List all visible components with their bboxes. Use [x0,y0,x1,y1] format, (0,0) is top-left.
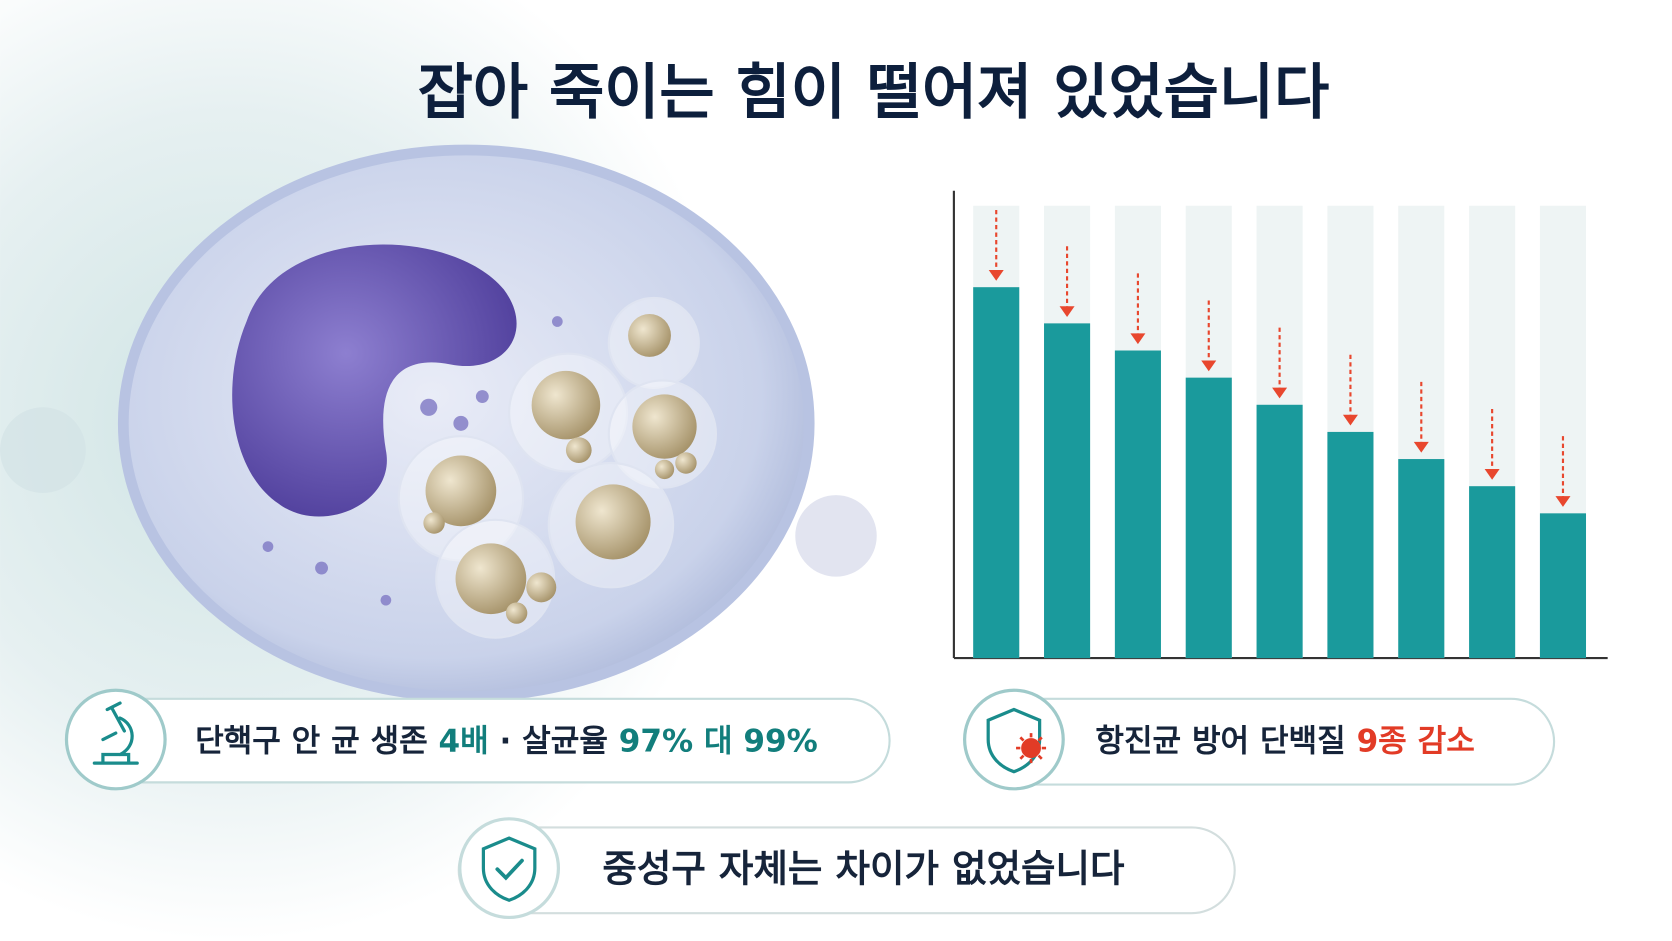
callout-2: 항진균 방어 단백질 9종 감소 [963,688,1556,791]
title: 잡아 죽이는 힘이 떨어져 있었습니다 [418,58,1330,128]
bar-chart [952,190,1608,660]
cell-illustration [0,144,877,702]
virus-icon [1016,733,1047,764]
arrow-head [988,270,1004,281]
text-segment: 항진균 방어 단백질 [1095,724,1356,760]
callout-text: 중성구 자체는 차이가 없었습니다 [602,846,1125,890]
arrow-head [1413,441,1429,453]
callout-3: 중성구 자체는 차이가 없었습니다 [457,817,1236,920]
arrow-head [1272,387,1288,399]
bar [1327,431,1374,659]
text-segment: 9종 감소 [1357,724,1475,760]
icon-ring [963,688,1065,791]
arrow-head [1130,333,1146,345]
bar [1469,486,1516,659]
arrow-head [1059,306,1075,317]
text-segment: 4배 [439,724,489,760]
arrow-head [1342,414,1358,426]
icon-ring [458,817,561,920]
arrow-head [1555,496,1571,507]
check-icon [495,858,524,881]
bar [1044,323,1091,659]
arrow-head [1201,360,1217,372]
bar [973,287,1020,659]
text-segment: · 살균율 [489,724,619,760]
bar [1256,404,1303,659]
bar [1185,377,1232,659]
bar [1539,513,1587,659]
bar [1398,459,1445,659]
text-segment: 중성구 자체는 차이가 없었습니다 [602,846,1125,890]
callout-text: 단핵구 안 균 생존 4배 · 살균율 97% 대 99% [195,724,818,760]
callout-text: 항진균 방어 단백질 9종 감소 [1095,724,1474,760]
callout-1: 단핵구 안 균 생존 4배 · 살균율 97% 대 99% [64,688,891,791]
shield-icon [481,836,537,902]
icon-ring [64,688,167,791]
microscope-icon [92,701,139,765]
bar [1114,350,1161,659]
text-segment: 97% 대 99% [619,724,818,760]
text-segment: 단핵구 안 균 생존 [195,724,438,760]
arrow-head [1484,469,1500,480]
